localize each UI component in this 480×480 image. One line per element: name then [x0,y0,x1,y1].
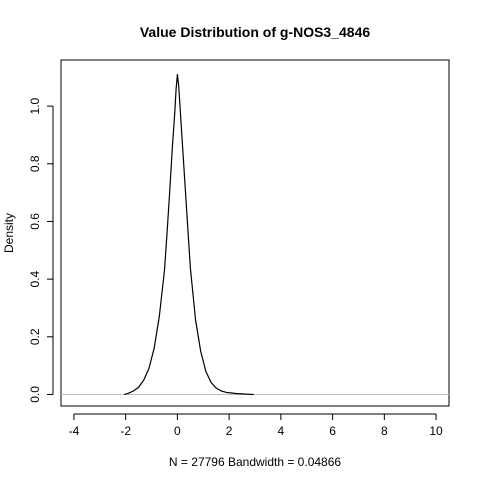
y-tick-label: 0.8 [28,155,42,172]
plot-frame [60,59,450,407]
x-tick-label: -4 [69,424,80,438]
x-tick-label: 2 [226,424,233,438]
x-tick-label: 10 [429,424,443,438]
y-tick-label: 0.4 [28,270,42,287]
density-curve-0 [124,73,254,396]
x-tick-label: 8 [381,424,388,438]
y-tick-label: 0.0 [28,386,42,403]
y-tick-label: 1.0 [28,97,42,114]
y-tick-label: 0.6 [28,213,42,230]
y-axis-label: Density [2,213,16,253]
x-axis-label: N = 27796 Bandwidth = 0.04866 [169,455,341,469]
x-tick-label: 4 [278,424,285,438]
x-tick-label: -2 [120,424,131,438]
x-tick-label: 6 [329,424,336,438]
x-tick-label: 0 [174,424,181,438]
y-tick-label: 0.2 [28,328,42,345]
chart-title: Value Distribution of g-NOS3_4846 [140,24,370,40]
